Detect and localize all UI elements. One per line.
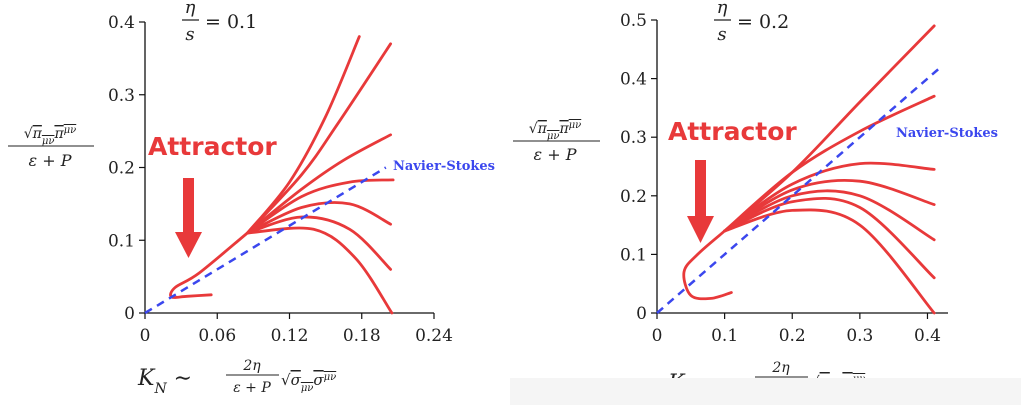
- svg-text:√πμνπμν: √πμνπμν: [24, 125, 76, 147]
- title-eta: η: [185, 0, 196, 18]
- x-tick-label: 0: [140, 326, 151, 346]
- chart-title: η s = 0.1: [182, 0, 257, 45]
- y-tick-label: 0.5: [620, 11, 647, 31]
- navier-stokes-label: Navier-Stokes: [896, 126, 998, 141]
- x-ticks: 0 0.06 0.12 0.18 0.24: [140, 313, 453, 346]
- y-tick-label: 0: [636, 304, 647, 324]
- x-tick-label: 0.06: [198, 326, 236, 346]
- trajectories: [682, 24, 936, 315]
- background-strip: [510, 378, 1021, 405]
- svg-text:√σμνσμν: √σμνσμν: [281, 371, 336, 394]
- trajectory-line-2: [246, 42, 392, 235]
- y-tick-label: 0.4: [108, 13, 135, 33]
- trajectory-line-4: [246, 178, 395, 235]
- attractor-arrow: [687, 160, 714, 243]
- y-tick-label: 0.1: [620, 245, 647, 265]
- svg-text:ε + P: ε + P: [29, 151, 72, 170]
- y-tick-label: 0: [124, 304, 135, 324]
- svg-text:ε + P: ε + P: [233, 380, 271, 396]
- attractor-label: Attractor: [668, 117, 797, 146]
- navier-stokes-label: Navier-Stokes: [393, 159, 495, 174]
- trajectory-line-5: [723, 189, 936, 242]
- trajectory-line-6: [723, 196, 936, 280]
- y-tick-label: 0.3: [108, 86, 135, 106]
- svg-text:2η: 2η: [771, 360, 790, 376]
- chart-left: 0 0.1 0.2 0.3 0.4 0 0.06 0.12 0.18 0.24 η s = 0.…: [8, 0, 495, 397]
- trajectory-line-2: [723, 94, 936, 233]
- svg-text:√πμνπμν: √πμνπμν: [529, 120, 581, 142]
- y-tick-label: 0.1: [108, 231, 135, 251]
- title-eta: η: [717, 0, 728, 18]
- trajectory-line-8: [169, 231, 249, 299]
- svg-text:KN ∼: KN ∼: [137, 366, 192, 397]
- attractor-label: Attractor: [148, 132, 277, 161]
- y-tick-label: 0.2: [108, 159, 135, 179]
- title-value: = 0.2: [737, 11, 789, 33]
- chart-right: 0 0.1 0.2 0.3 0.4 0.5 0 0.1 0.2 0.3 0.4 η s = 0.2…: [513, 0, 998, 402]
- y-ticks: 0 0.1 0.2 0.3 0.4: [108, 13, 145, 324]
- y-axis-label: √πμνπμν ε + P: [513, 120, 600, 164]
- trajectory-line-3: [723, 161, 936, 233]
- trajectory-line-4: [723, 178, 936, 233]
- navier-stokes-line: [144, 166, 387, 315]
- chart-title: η s = 0.2: [714, 0, 789, 45]
- x-tick-label: 0.2: [779, 326, 806, 346]
- x-tick-label: 0: [652, 326, 663, 346]
- x-tick-label: 0.12: [271, 326, 309, 346]
- x-tick-label: 0.3: [846, 326, 873, 346]
- y-ticks: 0 0.1 0.2 0.3 0.4 0.5: [620, 11, 657, 324]
- svg-text:2η: 2η: [242, 358, 261, 374]
- x-tick-label: 0.4: [914, 326, 941, 346]
- trajectory-line-7: [246, 226, 394, 315]
- y-tick-label: 0.3: [620, 128, 647, 148]
- x-tick-label: 0.18: [343, 326, 381, 346]
- y-tick-label: 0.2: [620, 187, 647, 207]
- svg-text:ε + P: ε + P: [534, 145, 577, 164]
- title-value: = 0.1: [205, 11, 257, 33]
- title-s: s: [717, 24, 726, 45]
- trajectory-line-6: [246, 215, 392, 271]
- attractor-arrow: [175, 178, 202, 258]
- x-tick-label: 0.24: [415, 326, 453, 346]
- trajectory-line-8: [682, 229, 733, 301]
- x-axis-label: KN ∼ 2η ε + P √σμνσμν: [137, 358, 336, 397]
- x-tick-label: 0.1: [711, 326, 738, 346]
- y-tick-label: 0.4: [620, 70, 647, 90]
- trajectory-line-7: [723, 208, 936, 315]
- trajectory-line-3: [246, 133, 392, 235]
- navier-stokes-line: [656, 65, 942, 314]
- trajectories: [169, 35, 395, 315]
- title-s: s: [185, 24, 194, 45]
- y-axis-label: √πμνπμν ε + P: [8, 125, 94, 170]
- x-ticks: 0 0.1 0.2 0.3 0.4: [652, 313, 941, 346]
